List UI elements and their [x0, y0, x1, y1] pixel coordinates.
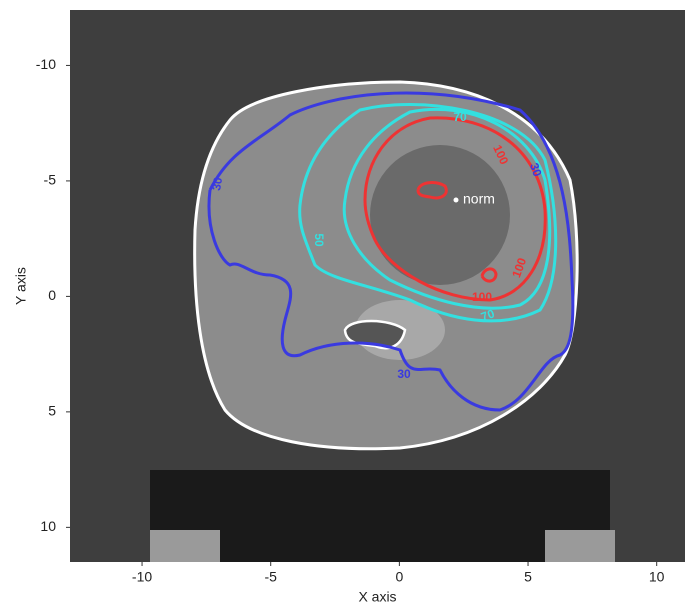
x-tick-label: -10 — [132, 569, 152, 585]
x-tick-label: 10 — [649, 569, 665, 585]
contour-label: 50 — [312, 233, 326, 247]
contour-label: 30 — [209, 176, 225, 192]
contour-label: 70 — [453, 110, 467, 124]
y-axis-label: Y axis — [13, 267, 29, 305]
page: {"chart_data": {"type": "contour", "xlab… — [0, 0, 691, 615]
norm-point — [454, 198, 459, 203]
x-tick-label: 5 — [524, 569, 532, 585]
contour-label: 100 — [472, 290, 492, 304]
chart: -10-50510-10-50510X axisY axis3030305070… — [0, 0, 691, 610]
annotation: norm — [463, 191, 495, 207]
y-tick-label: -10 — [36, 56, 56, 72]
contour-label: 30 — [397, 367, 411, 381]
x-tick-label: -5 — [264, 569, 277, 585]
y-tick-label: 0 — [48, 287, 56, 303]
y-tick-label: 5 — [48, 403, 56, 419]
x-axis-label: X axis — [358, 589, 396, 605]
y-tick-label: -5 — [44, 172, 57, 188]
y-tick-label: 10 — [40, 518, 56, 534]
ct-image — [150, 82, 615, 562]
x-tick-label: 0 — [395, 569, 403, 585]
